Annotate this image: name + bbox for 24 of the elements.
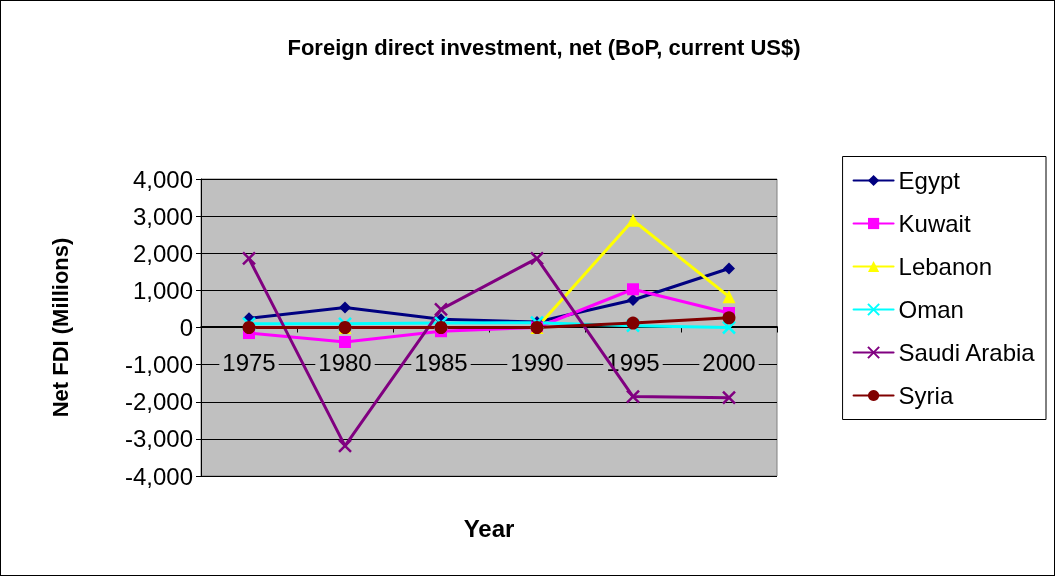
legend-label: Kuwait	[898, 210, 971, 237]
y-tick-label: 2,000	[132, 239, 193, 267]
legend-label: Saudi Arabia	[898, 339, 1036, 366]
legend-label: Lebanon	[898, 253, 993, 280]
legend-label: Oman	[898, 296, 964, 323]
y-tick-label: -3,000	[124, 425, 193, 453]
x-tick-label: 1995	[606, 349, 660, 376]
y-tick-label: -2,000	[124, 388, 193, 416]
y-tick-label: 3,000	[132, 202, 193, 230]
legend-label: Syria	[898, 382, 954, 409]
x-tick-label: 1980	[318, 349, 372, 376]
y-tick-label: -1,000	[124, 351, 193, 379]
y-tick-label: -4,000	[124, 462, 193, 490]
chart-title: Foreign direct investment, net (BoP, current US$)	[287, 34, 801, 60]
x-tick-label: 1985	[414, 349, 468, 376]
y-tick-label: 0	[179, 314, 193, 341]
legend-label: Egypt	[898, 167, 961, 194]
x-tick-label: 1990	[510, 349, 564, 376]
x-tick-label: 2000	[702, 349, 756, 376]
x-axis-title: Year	[463, 515, 515, 542]
y-tick-label: 1,000	[132, 276, 193, 304]
y-tick-label: 4,000	[132, 165, 193, 193]
x-tick-label: 1975	[222, 349, 276, 376]
y-axis-title: Net FDI (Millions)	[47, 237, 73, 418]
